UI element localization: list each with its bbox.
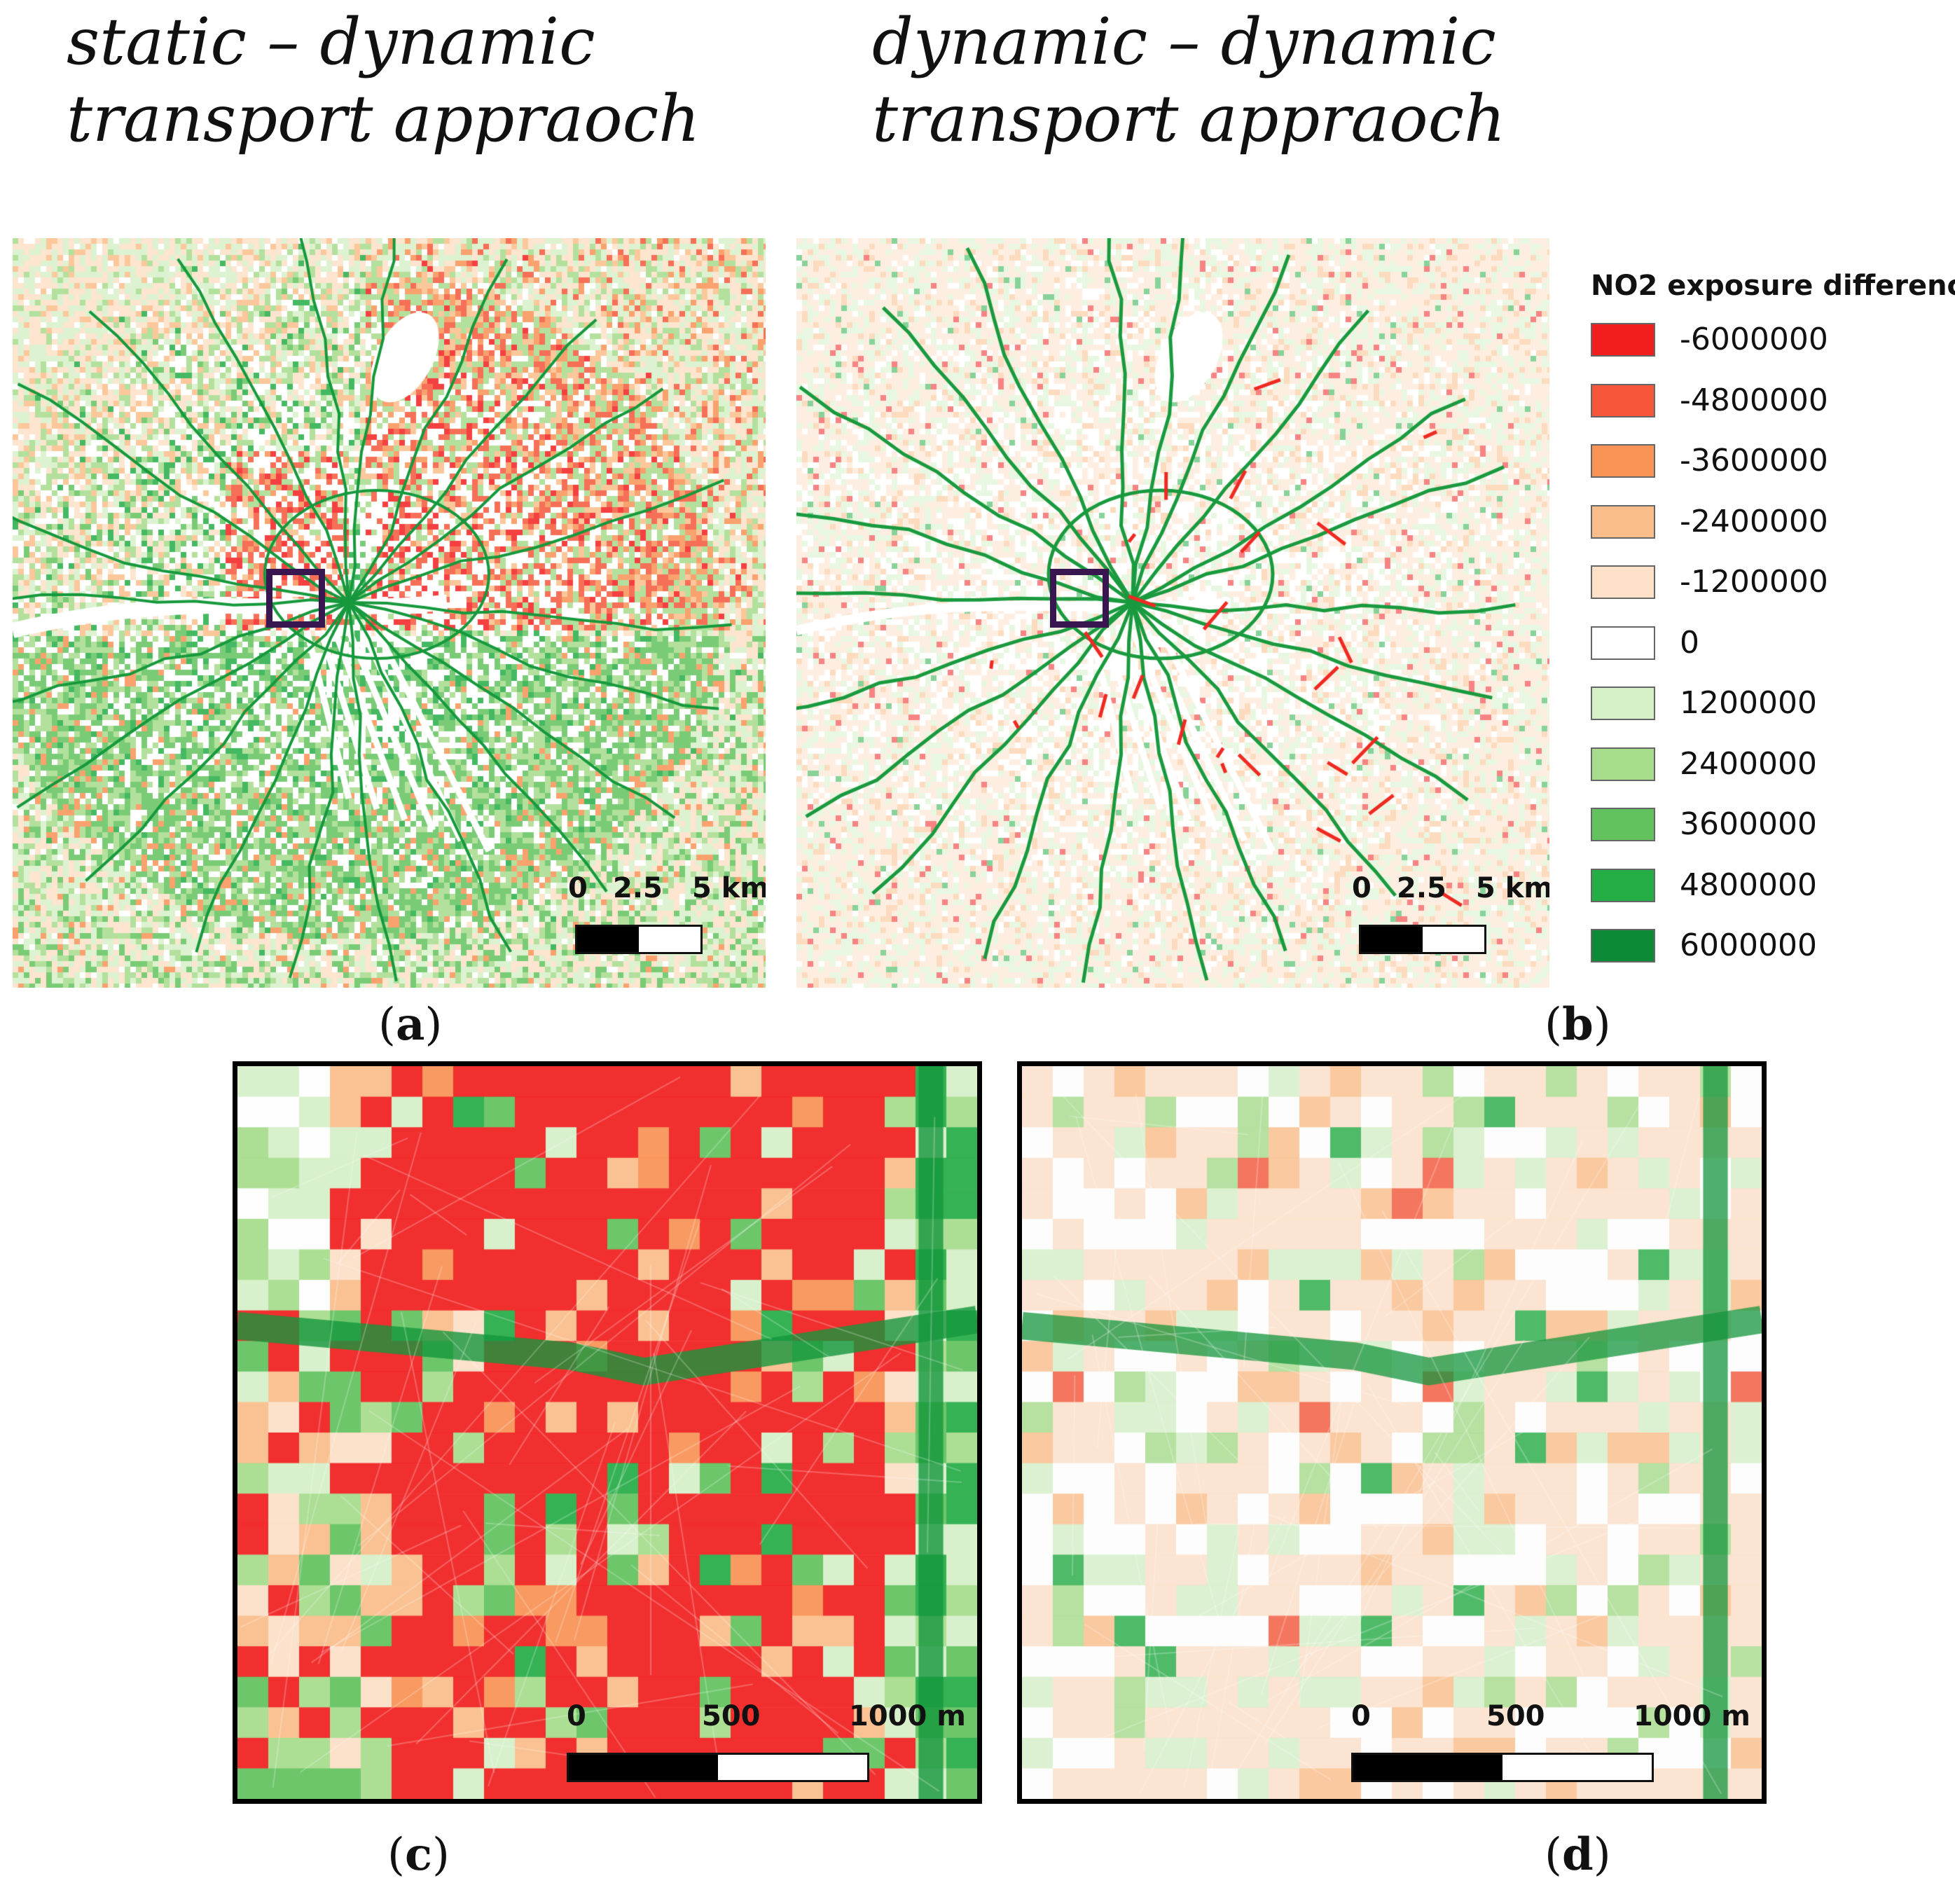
legend-item: -2400000 <box>1591 501 1941 543</box>
scale-bar-km-b: 0 2.5 5 km <box>1339 872 1549 977</box>
legend-value: 0 <box>1680 624 1699 661</box>
legend-item: -4800000 <box>1591 380 1941 422</box>
scale-label-mid: 500 <box>702 1700 761 1732</box>
title-a-line2: transport appraoch <box>67 81 700 156</box>
caption-b: (b) <box>1545 998 1611 1051</box>
legend-swatch <box>1591 504 1655 539</box>
legend-value: 1200000 <box>1680 685 1817 721</box>
legend-item: -6000000 <box>1591 319 1941 361</box>
legend-swatch <box>1591 687 1655 720</box>
scale-bar-graphic <box>1359 925 1486 954</box>
scale-label-end: 1000 m <box>1633 1700 1750 1732</box>
title-a: static – dynamic transport appraoch <box>67 4 700 158</box>
legend-value: 3600000 <box>1680 806 1817 842</box>
legend-item: 2400000 <box>1591 743 1941 785</box>
legend-value: -6000000 <box>1680 322 1828 357</box>
scale-label-end: 5 km <box>692 872 766 904</box>
scale-label-0: 0 <box>1351 1700 1371 1732</box>
legend-value: -4800000 <box>1680 382 1828 418</box>
legend-swatch <box>1591 929 1655 963</box>
scale-label-end: 5 km <box>1476 872 1549 904</box>
map-panel-c: 0 500 1000 m <box>233 1061 982 1804</box>
legend-item: 3600000 <box>1591 803 1941 846</box>
title-b-line1: dynamic – dynamic <box>872 4 1496 79</box>
map-raster-b <box>796 238 1549 988</box>
scale-bar-graphic <box>567 1753 869 1782</box>
map-panel-d: 0 500 1000 m <box>1017 1061 1767 1804</box>
legend-swatch <box>1591 626 1655 660</box>
caption-c: (c) <box>387 1828 450 1881</box>
legend-title: NO2 exposure difference <box>1591 270 1955 302</box>
legend-item: 1200000 <box>1591 682 1941 724</box>
legend-value: 4800000 <box>1680 867 1817 903</box>
legend-swatch <box>1591 868 1655 902</box>
area-of-interest-marker-b <box>1050 569 1109 628</box>
legend-value: -1200000 <box>1680 564 1828 600</box>
legend-swatch <box>1591 808 1655 841</box>
map-raster-a <box>13 238 766 988</box>
scale-bar-km-a: 0 2.5 5 km <box>555 872 766 977</box>
legend-swatch <box>1591 565 1655 599</box>
legend-item: 4800000 <box>1591 864 1941 906</box>
scale-label-mid: 500 <box>1486 1700 1545 1732</box>
legend-swatch <box>1591 747 1655 781</box>
legend-swatch <box>1591 444 1655 478</box>
caption-d: (d) <box>1545 1828 1611 1881</box>
legend-value: -2400000 <box>1680 503 1828 539</box>
title-b: dynamic – dynamic transport appraoch <box>872 4 1505 158</box>
legend-value: 2400000 <box>1680 745 1817 782</box>
scale-bar-graphic <box>575 925 703 954</box>
title-a-line1: static – dynamic <box>67 4 595 79</box>
scale-bar-graphic <box>1351 1753 1654 1782</box>
map-grid-d <box>1022 1066 1762 1799</box>
scale-label-mid: 2.5 <box>613 872 663 904</box>
scale-label-0: 0 <box>1352 872 1372 904</box>
scale-label-mid: 2.5 <box>1397 872 1446 904</box>
scale-label-end: 1000 m <box>849 1700 966 1732</box>
legend-item: 0 <box>1591 622 1941 664</box>
legend-item: 6000000 <box>1591 925 1941 967</box>
scale-bar-m-c: 0 500 1000 m <box>567 1700 977 1799</box>
map-grid-c <box>237 1066 977 1799</box>
legend-value: -3600000 <box>1680 443 1828 478</box>
title-b-line2: transport appraoch <box>872 81 1506 156</box>
area-of-interest-marker-a <box>266 569 325 628</box>
map-panel-a: 0 2.5 5 km <box>13 238 766 988</box>
legend-swatch <box>1591 323 1655 357</box>
legend-swatch <box>1591 383 1655 418</box>
legend-item: -3600000 <box>1591 440 1941 482</box>
scale-label-0: 0 <box>567 1700 586 1732</box>
caption-a: (a) <box>378 998 443 1051</box>
legend-value: 6000000 <box>1680 927 1817 963</box>
scale-label-0: 0 <box>568 872 588 904</box>
legend-item: -1200000 <box>1591 561 1941 603</box>
scale-bar-m-d: 0 500 1000 m <box>1351 1700 1762 1799</box>
map-panel-b: 0 2.5 5 km <box>796 238 1549 988</box>
legend: NO2 exposure difference -6000000 -4800000… <box>1587 270 1955 963</box>
